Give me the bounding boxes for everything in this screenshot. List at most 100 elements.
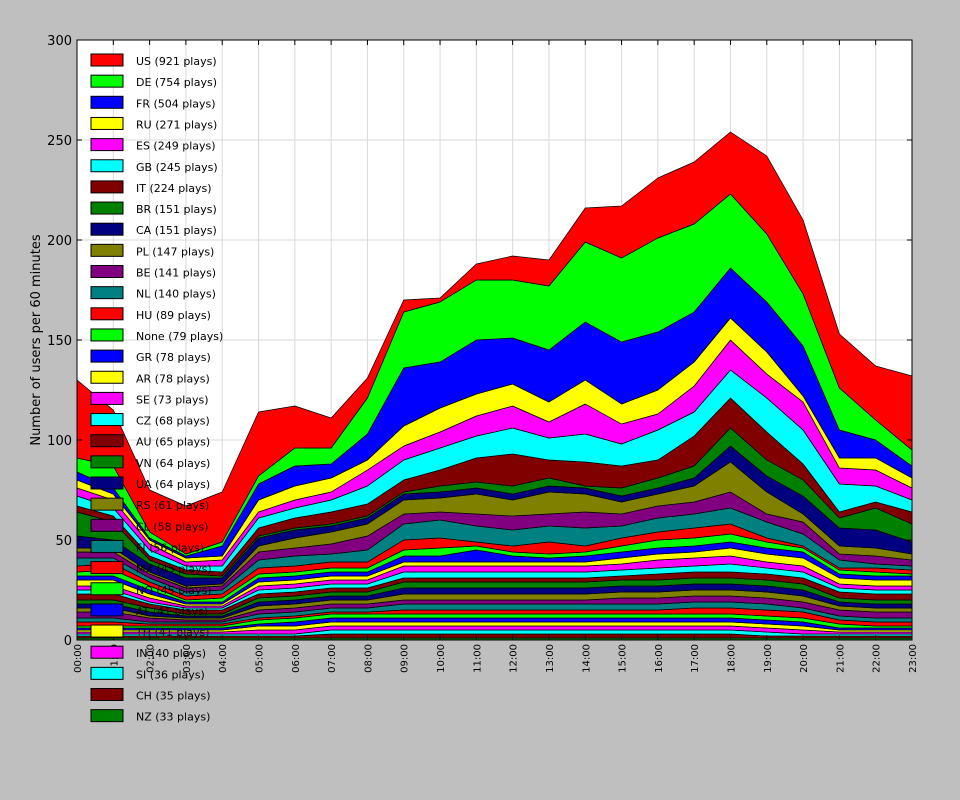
legend-swatch — [90, 349, 124, 363]
legend-swatch — [90, 53, 124, 67]
x-tick-label: 06:00 — [291, 644, 302, 673]
legend-label: TH (41 plays) — [135, 626, 210, 639]
legend-label: MX (45 plays) — [136, 563, 212, 576]
legend-swatch — [90, 265, 124, 278]
legend-swatch — [90, 222, 124, 236]
legend-label: AR (78 plays) — [136, 372, 210, 385]
legend-label: NO (45 plays) — [136, 584, 211, 597]
legend-label: DE (754 plays) — [136, 76, 217, 89]
legend-swatch — [90, 709, 124, 723]
legend-swatch — [90, 95, 124, 109]
legend-swatch — [90, 539, 124, 553]
legend-swatch — [90, 74, 124, 88]
x-tick-label: 07:00 — [327, 644, 338, 673]
x-tick-label: 02:00 — [146, 644, 157, 673]
legend-label: UA (64 plays) — [136, 478, 210, 491]
legend-label: GB (245 plays) — [136, 161, 218, 174]
x-tick-label: 18:00 — [726, 644, 737, 673]
y-axis: 0 50 100 150 200 250 300 — [47, 34, 912, 649]
legend-swatch — [90, 138, 124, 152]
legend-label: CL (58 plays) — [136, 520, 208, 533]
legend-label: SE (73 plays) — [136, 393, 209, 406]
legend-label: CH (35 plays) — [136, 690, 211, 703]
x-tick-label: 16:00 — [654, 644, 665, 673]
legend-label: FR (504 plays) — [136, 97, 216, 110]
x-tick-label: 12:00 — [509, 644, 520, 673]
legend-swatch — [90, 370, 124, 384]
x-tick-label: 11:00 — [472, 644, 483, 673]
legend-swatch — [90, 688, 124, 701]
y-tick-label: 150 — [47, 334, 72, 349]
legend-swatch — [90, 561, 124, 575]
legend-label: FI (56 plays) — [136, 541, 204, 554]
x-tick-label: 17:00 — [690, 644, 701, 673]
legend-label: BE (141 plays) — [136, 267, 216, 280]
y-tick-label: 0 — [64, 634, 72, 649]
y-axis-label: Number of users per 60 minutes — [29, 234, 44, 446]
legend-label: US (921 plays) — [136, 55, 217, 68]
legend-label: CA (151 plays) — [136, 224, 217, 237]
legend-swatch — [90, 645, 124, 659]
legend-swatch — [90, 159, 124, 173]
legend-label: ES (249 plays) — [136, 140, 216, 153]
legend-swatch — [90, 603, 124, 617]
legend-label: PL (147 plays) — [136, 245, 214, 258]
legend-label: AT (41 plays) — [136, 605, 208, 618]
x-tick-label: 14:00 — [581, 644, 592, 673]
legend-swatch — [90, 476, 124, 490]
x-tick-label: 19:00 — [763, 644, 774, 673]
y-tick-label: 300 — [47, 34, 72, 49]
legend-label: AU (65 plays) — [136, 436, 210, 449]
legend-label: IT (224 plays) — [136, 182, 212, 195]
x-axis: 00:0001:0002:0003:0004:0005:0006:0007:00… — [73, 40, 919, 673]
x-tick-label: 10:00 — [436, 644, 447, 673]
legend-swatch — [90, 455, 124, 469]
x-tick-label: 22:00 — [872, 644, 883, 673]
y-tick-label: 200 — [47, 234, 72, 249]
legend-swatch — [90, 307, 124, 321]
x-tick-label: 23:00 — [908, 644, 919, 673]
x-tick-label: 20:00 — [799, 644, 810, 673]
legend-swatch — [90, 180, 124, 194]
area-series-layer — [76, 131, 913, 641]
legend-swatch — [90, 624, 124, 638]
x-tick-label: 21:00 — [835, 644, 846, 673]
y-tick-label: 100 — [47, 434, 72, 449]
legend: US (921 plays) DE (754 plays) FR (504 play… — [90, 53, 223, 724]
legend-swatch — [90, 116, 124, 130]
legend-label: NZ (33 plays) — [136, 711, 210, 724]
legend-swatch — [90, 582, 124, 596]
legend-label: None (79 plays) — [136, 330, 223, 343]
x-tick-label: 05:00 — [255, 644, 266, 673]
legend-swatch — [90, 201, 124, 215]
x-tick-label: 15:00 — [618, 644, 629, 673]
legend-swatch — [90, 434, 124, 448]
legend-label: VN (64 plays) — [136, 457, 210, 470]
legend-label: IN (40 plays) — [136, 647, 206, 660]
legend-swatch — [90, 518, 124, 532]
x-tick-label: 03:00 — [182, 644, 193, 673]
legend-label: BR (151 plays) — [136, 203, 217, 216]
legend-swatch — [90, 328, 124, 342]
legend-swatch — [90, 286, 124, 300]
legend-label: GR (78 plays) — [136, 351, 211, 364]
legend-swatch — [90, 391, 124, 405]
legend-swatch — [90, 497, 124, 511]
legend-label: RU (271 plays) — [136, 118, 217, 131]
x-tick-label: 08:00 — [363, 644, 374, 673]
legend-label: RS (61 plays) — [136, 499, 209, 512]
legend-label: NL (140 plays) — [136, 288, 216, 301]
x-tick-label: 09:00 — [400, 644, 411, 673]
legend-label: CZ (68 plays) — [136, 415, 210, 428]
y-tick-label: 250 — [47, 134, 72, 149]
y-tick-label: 50 — [55, 534, 72, 549]
x-tick-label: 00:00 — [73, 644, 84, 673]
legend-label: SI (36 plays) — [136, 668, 205, 681]
legend-swatch — [90, 413, 124, 427]
x-tick-label: 04:00 — [218, 644, 229, 673]
legend-swatch — [90, 666, 124, 680]
x-tick-label: 13:00 — [545, 644, 556, 673]
legend-label: HU (89 plays) — [136, 309, 211, 322]
legend-swatch — [90, 243, 124, 257]
